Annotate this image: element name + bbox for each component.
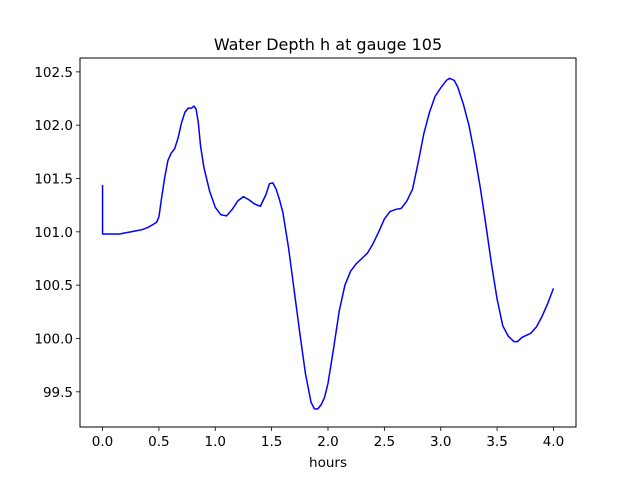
ticks-layer: 0.0 0.5 1.0 1.5 2.0 2.5 3.0 3.5 4.0 99.5 100.0 100.… [34,65,564,450]
y-tick-label: 102.0 [34,118,73,134]
y-tick-label: 101.5 [34,172,73,188]
y-tick-label: 100.5 [34,278,73,294]
x-tick-label: 4.0 [543,434,564,450]
x-tick-label: 1.5 [261,434,282,450]
y-tick-label: 99.5 [43,385,73,401]
y-tick-label: 100.0 [34,331,73,347]
x-tick-label: 2.0 [317,434,338,450]
x-tick-label: 0.5 [148,434,169,450]
series-line [101,77,555,410]
x-tick-label: 0.0 [92,434,113,450]
plot-frame [79,57,577,428]
x-tick-label: 1.0 [205,434,226,450]
x-tick-label: 2.5 [374,434,395,450]
y-tick-label: 102.5 [34,65,73,81]
x-tick-label: 3.0 [430,434,451,450]
x-tick-label: 3.5 [486,434,507,450]
chart-title: Water Depth h at gauge 105 [214,35,442,54]
y-tick-label: 101.0 [34,225,73,241]
x-axis-label: hours [309,455,347,471]
